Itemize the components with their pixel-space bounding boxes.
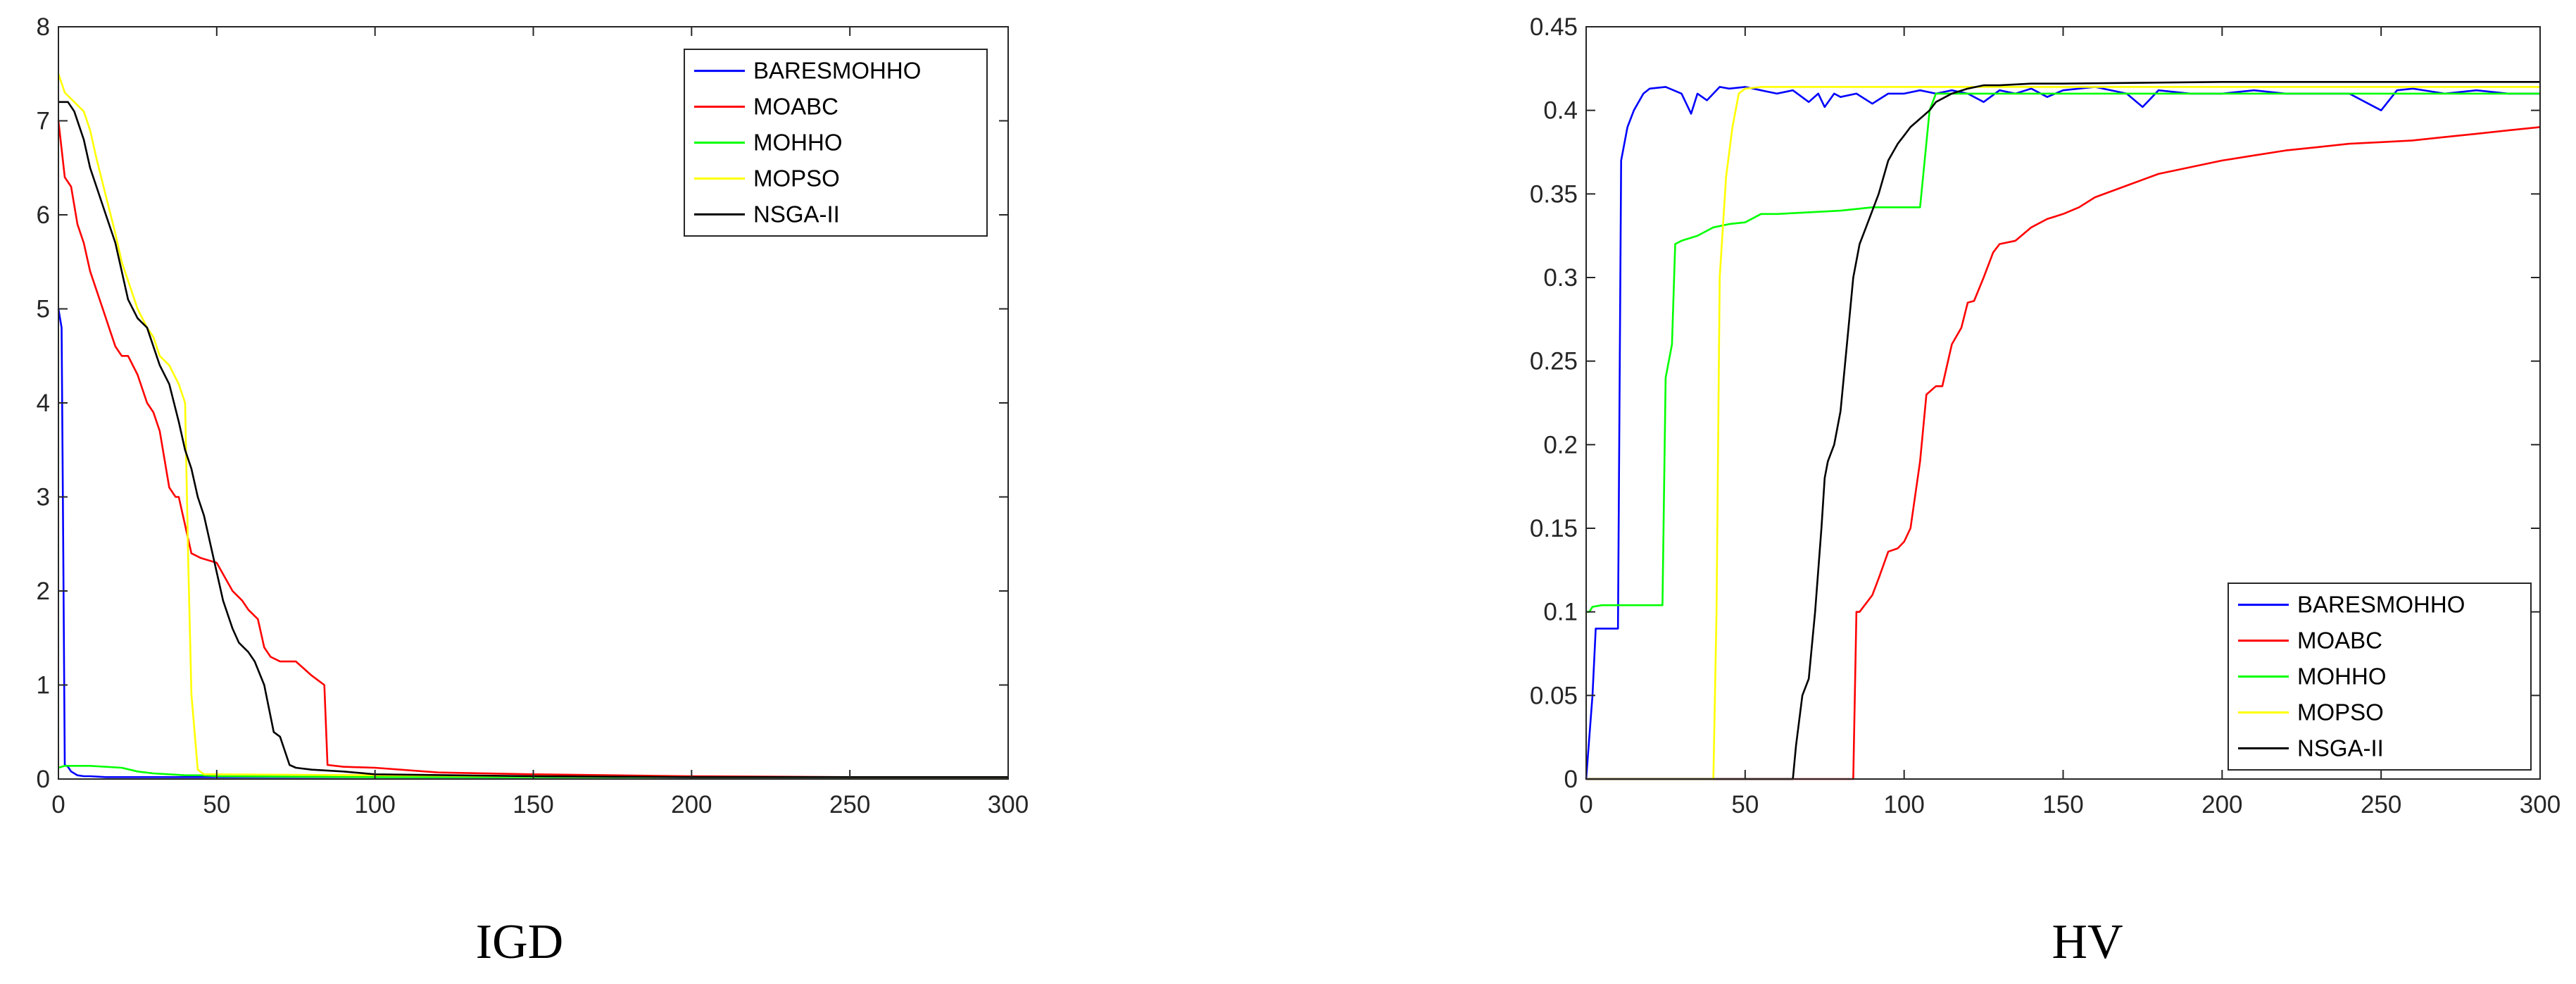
- igd-legend-label: NSGA-II: [753, 201, 840, 227]
- hv-y-tick-label: 0.2: [1543, 431, 1578, 459]
- igd-legend-label: MOPSO: [753, 165, 840, 191]
- igd-legend-label: MOHHO: [753, 130, 843, 156]
- igd-legend: BARESMOHHO MOABC MOHHO MOPSO NSGA-II: [684, 49, 988, 237]
- igd-y-tick-label: 1: [37, 672, 50, 699]
- igd-x-tick-label: 50: [203, 791, 230, 818]
- igd-y-tick-label: 7: [37, 108, 50, 135]
- igd-legend-label: MOABC: [753, 94, 838, 120]
- hv-y-tick-label: 0.1: [1543, 599, 1578, 626]
- hv-x-tick-label: 300: [2520, 791, 2561, 818]
- igd-series-line-moabc: [57, 120, 1008, 778]
- hv-legend: BARESMOHHO MOABC MOHHO MOPSO NSGA-II: [2228, 583, 2532, 771]
- hv-series-line-moabc: [1586, 126, 2541, 780]
- igd-caption: IGD: [476, 915, 563, 969]
- igd-x-tick-label: 250: [829, 791, 870, 818]
- igd-y-tick-label: 5: [37, 296, 50, 323]
- hv-y-tick-label: 0: [1564, 766, 1578, 793]
- igd-y-tick-label: 4: [37, 390, 50, 417]
- igd-y-tick-label: 6: [37, 201, 50, 229]
- igd-y-tick-label: 3: [37, 484, 50, 511]
- igd-y-tick-label: 8: [37, 13, 50, 41]
- igd-panel: 0 50 100 150 200 250 300 0 1 2 3 4 5 6 7 8 BARESMOHHO MO…: [37, 13, 1029, 969]
- hv-legend-label: MOPSO: [2297, 699, 2384, 725]
- igd-series-line-nsga-ii: [58, 101, 1008, 778]
- hv-series-layer: [1585, 81, 2541, 780]
- hv-y-tick-label: 0.05: [1530, 682, 1578, 709]
- hv-x-tick-label: 250: [2361, 791, 2401, 818]
- hv-x-tick-label: 50: [1731, 791, 1759, 818]
- hv-y-tick-label: 0.3: [1543, 264, 1578, 292]
- igd-x-tick-label: 0: [51, 791, 65, 818]
- igd-series-layer: [57, 73, 1008, 778]
- igd-legend-label: BARESMOHHO: [753, 58, 921, 84]
- hv-legend-label: MOHHO: [2297, 664, 2387, 690]
- hv-x-tick-label: 200: [2201, 791, 2242, 818]
- igd-y-tick-label: 2: [37, 578, 50, 605]
- hv-series-line-nsga-ii: [1586, 81, 2540, 780]
- igd-x-tick-label: 200: [671, 791, 712, 818]
- igd-series-line-mopso: [57, 73, 1008, 778]
- hv-y-tick-label: 0.4: [1543, 97, 1578, 125]
- hv-legend-label: BARESMOHHO: [2297, 592, 2465, 618]
- hv-legend-label: MOABC: [2297, 628, 2382, 654]
- hv-x-tick-label: 150: [2042, 791, 2083, 818]
- igd-y-tick-label: 0: [37, 766, 50, 793]
- hv-x-tick-label: 100: [1883, 791, 1924, 818]
- hv-x-tick-label: 0: [1579, 791, 1592, 818]
- hv-series-line-mopso: [1586, 86, 2540, 780]
- hv-y-tick-label: 0.15: [1530, 515, 1578, 542]
- hv-y-tick-label: 0.35: [1530, 180, 1578, 208]
- igd-x-tick-label: 300: [988, 791, 1029, 818]
- hv-y-tick-label: 0.25: [1530, 348, 1578, 375]
- hv-y-tick-label: 0.45: [1530, 13, 1578, 41]
- hv-ticks-layer: 0 50 100 150 200 250 300 0 0.05 0.1 0.15 0.2 0.25 0.3…: [1530, 13, 2561, 818]
- hv-caption: HV: [2052, 915, 2123, 969]
- igd-ticks-layer: 0 50 100 150 200 250 300 0 1 2 3 4 5 6 7 8: [37, 13, 1029, 818]
- hv-panel: 0 50 100 150 200 250 300 0 0.05 0.1 0.15 0.2 0.25 0.3…: [1530, 13, 2561, 969]
- hv-legend-label: NSGA-II: [2297, 735, 2384, 761]
- igd-x-tick-label: 150: [513, 791, 553, 818]
- igd-x-tick-label: 100: [354, 791, 395, 818]
